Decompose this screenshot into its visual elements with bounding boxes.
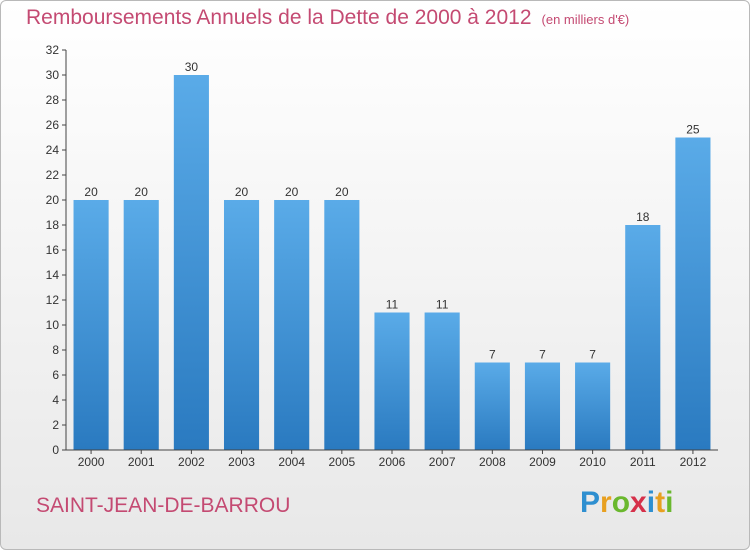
bar-value-label: 20 xyxy=(84,185,98,199)
y-tick-label: 2 xyxy=(52,418,59,432)
bar xyxy=(474,362,510,450)
bar-value-label: 30 xyxy=(185,60,199,74)
bar xyxy=(123,200,159,450)
x-tick-label: 2000 xyxy=(78,455,105,469)
brand-letter: t xyxy=(655,486,666,519)
x-tick-label: 2008 xyxy=(479,455,506,469)
bars-group: 20 20 30 20 20 20 11 11 7 7 7 18 25 xyxy=(73,60,711,450)
bar xyxy=(274,200,310,450)
y-tick-label: 32 xyxy=(46,43,60,57)
x-tick-label: 2012 xyxy=(680,455,707,469)
y-tick-label: 12 xyxy=(46,293,60,307)
brand-letter: x xyxy=(630,486,647,519)
bar-value-label: 20 xyxy=(235,185,249,199)
x-tick-label: 2007 xyxy=(429,455,456,469)
x-tick-label: 2005 xyxy=(328,455,355,469)
bar xyxy=(73,200,109,450)
bar xyxy=(324,200,360,450)
bar-value-label: 18 xyxy=(636,210,650,224)
bar xyxy=(524,362,561,450)
y-tick-label: 28 xyxy=(46,93,60,107)
y-tick-label: 8 xyxy=(52,343,59,357)
x-tick-label: 2009 xyxy=(529,455,556,469)
bar xyxy=(675,137,711,450)
brand-letter: r xyxy=(600,486,612,519)
bar-value-label: 7 xyxy=(489,348,496,362)
brand-letter: i xyxy=(646,486,656,519)
x-tick-label: 2004 xyxy=(278,455,305,469)
bar-value-label: 7 xyxy=(539,348,546,362)
x-axis: 2000 2001 2002 2003 2004 2005 2006 2007 2008 2009… xyxy=(66,449,718,469)
y-tick-label: 26 xyxy=(46,118,60,132)
x-tick-label: 2010 xyxy=(579,455,606,469)
y-tick-label: 18 xyxy=(46,218,60,232)
x-tick-label: 2006 xyxy=(379,455,406,469)
bar-value-label: 25 xyxy=(686,123,700,137)
y-tick-label: 10 xyxy=(46,318,60,332)
brand-letter: o xyxy=(611,486,631,519)
y-tick-label: 24 xyxy=(46,143,60,157)
bar-value-label: 20 xyxy=(135,185,149,199)
brand-letter: i xyxy=(665,486,674,519)
brand-logo: Proxiti xyxy=(580,486,673,520)
commune-name: SAINT-JEAN-DE-BARROU xyxy=(36,494,291,517)
x-tick-label: 2002 xyxy=(178,455,205,469)
chart-title: Remboursements Annuels de la Dette de 20… xyxy=(26,6,629,30)
chart-subtitle: (en milliers d'€) xyxy=(541,12,630,27)
bar xyxy=(424,312,460,450)
bar xyxy=(223,200,260,450)
x-tick-label: 2001 xyxy=(128,455,155,469)
y-tick-label: 4 xyxy=(52,393,59,407)
y-tick-label: 0 xyxy=(52,443,59,457)
y-tick-label: 14 xyxy=(46,268,60,282)
y-tick-label: 20 xyxy=(46,193,60,207)
y-tick-label: 30 xyxy=(46,68,60,82)
y-tick-label: 6 xyxy=(52,368,59,382)
bar xyxy=(575,362,611,450)
x-tick-label: 2003 xyxy=(228,455,255,469)
bar xyxy=(374,312,410,450)
title-text: Remboursements Annuels de la Dette de 20… xyxy=(26,6,532,29)
bar xyxy=(173,75,209,450)
bar-value-label: 20 xyxy=(335,185,349,199)
y-tick-label: 16 xyxy=(46,243,60,257)
brand-letter: P xyxy=(580,486,601,519)
bar-value-label: 7 xyxy=(589,348,596,362)
y-tick-label: 22 xyxy=(46,168,60,182)
bar-value-label: 11 xyxy=(386,298,399,312)
bar-value-label: 11 xyxy=(436,298,449,312)
bar-value-label: 20 xyxy=(285,185,299,199)
bar xyxy=(625,225,661,450)
x-tick-label: 2011 xyxy=(630,455,656,469)
